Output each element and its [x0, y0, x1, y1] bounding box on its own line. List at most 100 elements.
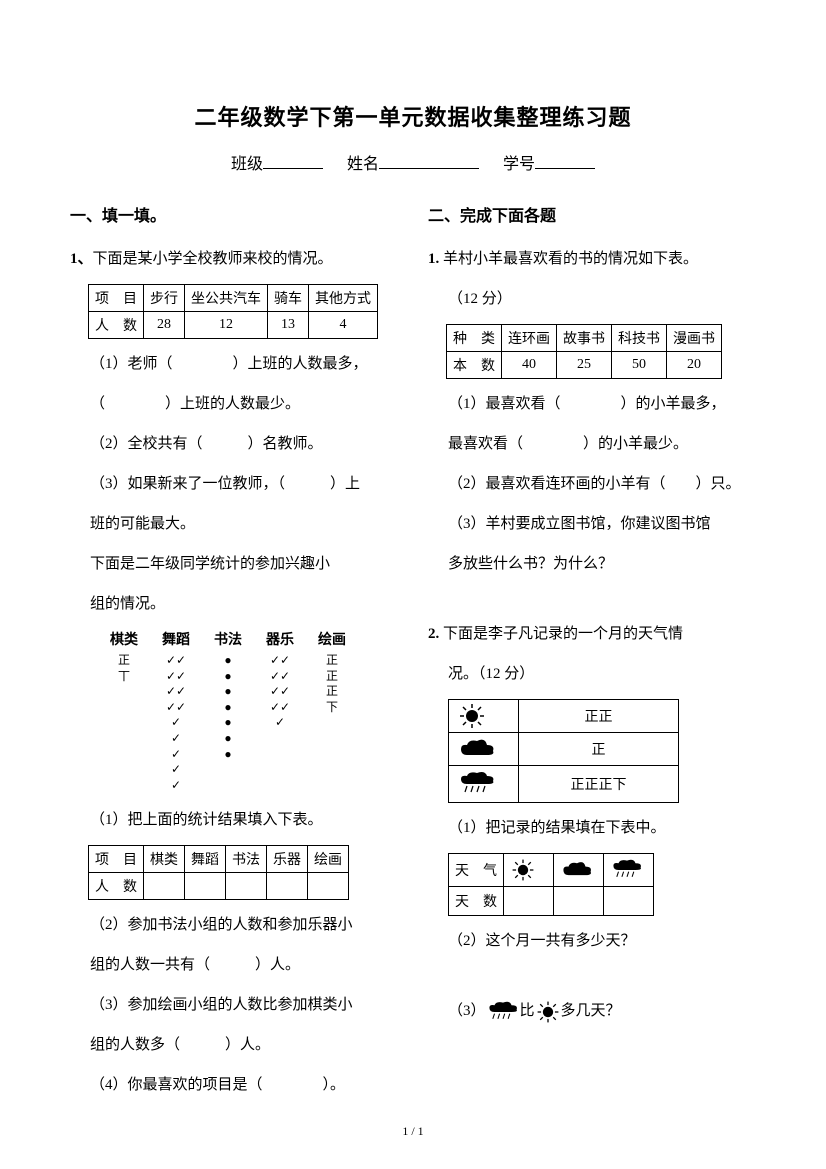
weather-record-table: 正正 正 正正正下: [448, 699, 679, 803]
tally-m: ● ● ● ● ● ● ●: [202, 653, 254, 762]
weather-val: 正: [519, 733, 679, 766]
tally-m: 正 丅: [98, 653, 150, 684]
row-label: 本 数: [447, 352, 502, 379]
cell: [144, 873, 185, 900]
s2q1-p3a: （3）羊村要成立图书馆，你建议图书馆: [428, 509, 756, 539]
th: 乐器: [267, 846, 308, 873]
q1-p5b: 组的人数一共有（ ）人。: [70, 950, 398, 980]
th: 连环画: [502, 325, 557, 352]
q1-p6b: 组的人数多（ ）人。: [70, 1030, 398, 1060]
cell: [604, 887, 654, 916]
q1-num: 1、: [70, 251, 93, 267]
class-label: 班级: [231, 156, 263, 173]
q1-p5a: （2）参加书法小组的人数和参加乐器小: [70, 910, 398, 940]
column-right: 二、完成下面各题 1. 羊村小羊最喜欢看的书的情况如下表。 （12 分） 种 类…: [428, 202, 756, 1110]
cell: [504, 887, 554, 916]
th: 科技书: [612, 325, 667, 352]
s2q1-points: （12 分）: [428, 284, 756, 314]
cell: 50: [612, 352, 667, 379]
p3-post: 多几天？: [561, 1003, 621, 1019]
tally-m: ✓✓ ✓✓ ✓✓ ✓✓ ✓: [254, 653, 306, 731]
teacher-table: 项 目 步行 坐公共汽车 骑车 其他方式 人 数 28 12 13 4: [88, 284, 378, 339]
q1-p4: （1）把上面的统计结果填入下表。: [70, 805, 398, 835]
s2q2-p2: （2）这个月一共有多少天？: [428, 926, 756, 956]
th: 书法: [226, 846, 267, 873]
weather-val: 正正正下: [519, 766, 679, 803]
tally-m: 正 正 正 下: [306, 653, 358, 715]
cell: 20: [667, 352, 722, 379]
th: 坐公共汽车: [185, 285, 268, 312]
rain-icon: [449, 766, 519, 803]
q1-stem2a: 下面是二年级同学统计的参加兴趣小: [70, 549, 398, 579]
row-label: 人 数: [89, 312, 144, 339]
weather-val: 正正: [519, 700, 679, 733]
q1-p1a: （1）老师（ ）上班的人数最多，: [70, 349, 398, 379]
q1-p3b: 班的可能最大。: [70, 509, 398, 539]
th: 项 目: [89, 285, 144, 312]
class-blank: [263, 153, 323, 169]
sun-icon: [504, 854, 554, 887]
p3-pre: （3）: [448, 1003, 486, 1019]
page-footer: 1 / 1: [0, 1124, 826, 1139]
cell: [267, 873, 308, 900]
s2q2-p1: （1）把记录的结果填在下表中。: [428, 813, 756, 843]
s2q1-p1a: （1）最喜欢看（ ）的小羊最多，: [428, 389, 756, 419]
p3-mid: 比: [520, 1003, 535, 1019]
cloud-icon: [449, 733, 519, 766]
th: 项 目: [89, 846, 144, 873]
tally-h: 书法: [202, 629, 254, 649]
cell: 40: [502, 352, 557, 379]
th: 舞蹈: [185, 846, 226, 873]
rain-icon: [604, 854, 654, 887]
cell: [226, 873, 267, 900]
weather-result-table: 天 气 天 数: [448, 853, 654, 916]
sun-icon: [535, 1001, 561, 1023]
s2q2-stem: 下面是李子凡记录的一个月的天气情: [443, 626, 683, 642]
th: 种 类: [447, 325, 502, 352]
id-blank: [535, 153, 595, 169]
s2q1-stem: 羊村小羊最喜欢看的书的情况如下表。: [443, 251, 698, 267]
th: 其他方式: [309, 285, 378, 312]
tally-h: 器乐: [254, 629, 306, 649]
sheep-table: 种 类 连环画 故事书 科技书 漫画书 本 数 40 25 50 20: [446, 324, 722, 379]
cloud-icon: [554, 854, 604, 887]
q1-stem: 下面是某小学全校教师来校的情况。: [93, 251, 333, 267]
q1-p2: （2）全校共有（ ）名教师。: [70, 429, 398, 459]
info-line: 班级 姓名 学号: [70, 150, 756, 174]
cell: [554, 887, 604, 916]
cell: 28: [144, 312, 185, 339]
s2q2-num: 2.: [428, 626, 439, 642]
th: 漫画书: [667, 325, 722, 352]
row-label: 天 数: [449, 887, 504, 916]
tally-h: 舞蹈: [150, 629, 202, 649]
q1-p6a: （3）参加绘画小组的人数比参加棋类小: [70, 990, 398, 1020]
s2q1-p3b: 多放些什么书？为什么？: [428, 549, 756, 579]
sun-icon: [449, 700, 519, 733]
tally-block: 棋类正 丅 舞蹈 ✓✓ ✓✓ ✓✓ ✓✓ ✓ ✓ ✓ ✓ ✓ 书法 ● ● ● ● …: [98, 629, 398, 793]
s2q1-p2: （2）最喜欢看连环画的小羊有（ ）只。: [428, 469, 756, 499]
section1-head: 一、填一填。: [70, 202, 398, 226]
tally-h: 绘画: [306, 629, 358, 649]
tally-result-table: 项 目 棋类 舞蹈 书法 乐器 绘画 人 数: [88, 845, 349, 900]
cell: 4: [309, 312, 378, 339]
s2q1-num: 1.: [428, 251, 439, 267]
tally-h: 棋类: [98, 629, 150, 649]
cell: [185, 873, 226, 900]
s2q1-p1b: 最喜欢看（ ）的小羊最少。: [428, 429, 756, 459]
page-title: 二年级数学下第一单元数据收集整理练习题: [70, 100, 756, 132]
tally-m: ✓✓ ✓✓ ✓✓ ✓✓ ✓ ✓ ✓ ✓ ✓: [150, 653, 202, 793]
id-label: 学号: [503, 156, 535, 173]
q1-stem2b: 组的情况。: [70, 589, 398, 619]
cell: [308, 873, 349, 900]
row-label: 天 气: [449, 854, 504, 887]
cell: 12: [185, 312, 268, 339]
s2q2-p3: （3） 比 多几天？: [428, 996, 756, 1026]
column-left: 一、填一填。 1、下面是某小学全校教师来校的情况。 项 目 步行 坐公共汽车 骑…: [70, 202, 398, 1110]
q1-p3a: （3）如果新来了一位教师，（ ）上: [70, 469, 398, 499]
s2q2-stem2: 况。（12 分）: [428, 659, 756, 689]
name-blank: [379, 153, 479, 169]
th: 棋类: [144, 846, 185, 873]
cell: 25: [557, 352, 612, 379]
name-label: 姓名: [347, 156, 379, 173]
th: 绘画: [308, 846, 349, 873]
